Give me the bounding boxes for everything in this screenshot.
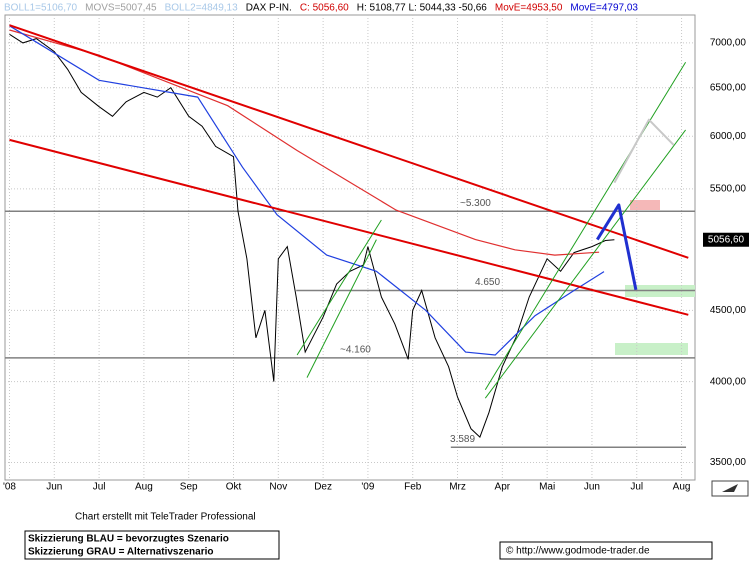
price-line (9, 25, 605, 356)
header-item: MovE=4953,50 (495, 3, 563, 14)
legend-blue: Skizzierung BLAU = bevorzugtes Szenario (28, 534, 229, 545)
price-line (9, 33, 615, 438)
x-tick-label: Jul (630, 482, 643, 493)
trend-line (9, 138, 689, 316)
nav-icon (722, 484, 738, 492)
url-box (499, 541, 713, 560)
plot-frame (4, 14, 696, 481)
legend-box (24, 530, 280, 560)
x-tick-label: Jun (584, 482, 600, 493)
x-tick-label: '09 (361, 482, 374, 493)
y-tick-label: 6000,00 (710, 131, 747, 142)
x-tick-label: Aug (673, 482, 691, 493)
x-tick-label: Feb (404, 482, 422, 493)
x-tick-label: Mai (539, 482, 555, 493)
level-label: 3.589 (450, 434, 475, 445)
y-tick-label: 5500,00 (710, 184, 747, 195)
trend-line (484, 61, 687, 390)
trend-line (484, 129, 687, 399)
x-tick-label: Jun (46, 482, 62, 493)
trend-line (296, 219, 382, 356)
header-item: H: 5108,77 L: 5044,33 -50,66 (357, 3, 488, 14)
legend-gray: Skizzierung GRAU = Alternativszenario (28, 547, 214, 558)
x-tick-label: Okt (226, 482, 242, 493)
price-line (9, 29, 600, 256)
target-zone-green (615, 343, 688, 355)
header-item: DAX P-IN. (246, 3, 292, 14)
y-tick-label: 7000,00 (710, 38, 747, 49)
header-item: MovE=4797,03 (570, 3, 638, 14)
x-tick-label: Sep (180, 482, 198, 493)
x-tick-label: Jul (93, 482, 106, 493)
x-tick-label: Dez (314, 482, 332, 493)
y-tick-label: 4500,00 (710, 305, 747, 316)
y-tick-label: 3500,00 (710, 457, 747, 468)
trend-line (306, 239, 377, 378)
trend-line (596, 203, 638, 291)
header-item: BOLL2=4849,13 (165, 3, 239, 14)
url: © http://www.godmode-trader.de (506, 546, 650, 557)
x-tick-label: '08 (3, 482, 16, 493)
last-price-label: 5056,60 (708, 234, 745, 245)
target-zone-red (630, 200, 660, 210)
x-tick-label: Aug (135, 482, 153, 493)
x-tick-label: Apr (495, 482, 511, 493)
credit: Chart erstellt mit TeleTrader Profession… (75, 512, 256, 523)
x-tick-label: Nov (269, 482, 287, 493)
level-label: 4.650 (475, 277, 500, 288)
level-label: ~5.300 (460, 198, 491, 209)
header-item: MOVS=5007,45 (85, 3, 157, 14)
y-tick-label: 4000,00 (710, 376, 747, 387)
level-label: ~4.160 (340, 345, 371, 356)
header-item: BOLL1=5106,70 (4, 3, 78, 14)
header-item: C: 5056,60 (300, 3, 349, 14)
trend-line (9, 24, 689, 259)
y-tick-label: 6500,00 (710, 82, 747, 93)
trend-line (613, 118, 675, 184)
last-price-box (703, 232, 749, 247)
x-tick-label: Mrz (449, 482, 466, 493)
